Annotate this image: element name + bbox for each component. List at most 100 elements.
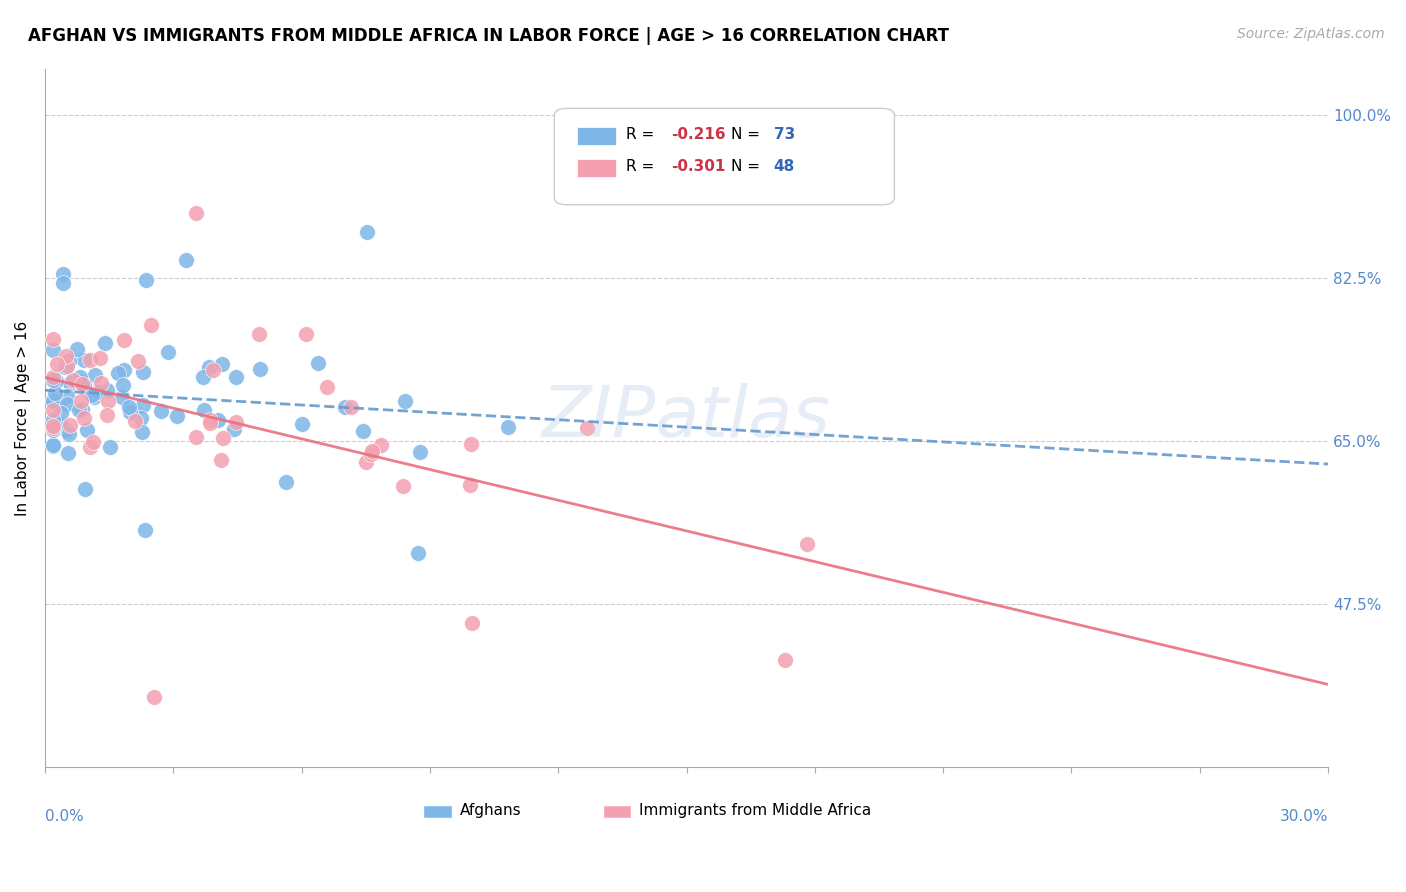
Point bbox=[67, 402, 90, 417]
Point bbox=[274, 475, 297, 489]
Point bbox=[45, 374, 67, 388]
Point bbox=[150, 404, 173, 418]
Point bbox=[86, 384, 108, 399]
Point bbox=[59, 418, 82, 433]
Point bbox=[42, 438, 65, 452]
Point bbox=[460, 478, 482, 492]
Text: Immigrants from Middle Africa: Immigrants from Middle Africa bbox=[640, 803, 872, 818]
Point bbox=[575, 421, 598, 435]
Point bbox=[42, 423, 65, 437]
Point bbox=[42, 439, 65, 453]
Point bbox=[408, 445, 430, 459]
Point bbox=[316, 380, 339, 394]
Point bbox=[209, 453, 232, 467]
Point bbox=[370, 438, 392, 452]
Point bbox=[307, 356, 329, 370]
Point bbox=[394, 394, 416, 409]
Point bbox=[247, 327, 270, 342]
Bar bbox=[603, 805, 631, 818]
Point bbox=[42, 332, 65, 346]
Point bbox=[212, 431, 235, 445]
Text: 30.0%: 30.0% bbox=[1279, 809, 1329, 824]
Point bbox=[295, 327, 318, 342]
Point bbox=[49, 418, 72, 433]
Text: N =: N = bbox=[731, 128, 765, 143]
Point bbox=[198, 360, 221, 375]
Point bbox=[73, 411, 96, 425]
Point bbox=[142, 690, 165, 705]
Point bbox=[83, 391, 105, 405]
Point bbox=[796, 537, 818, 551]
Point bbox=[52, 267, 75, 281]
Point bbox=[201, 363, 224, 377]
Point bbox=[118, 405, 141, 419]
Y-axis label: In Labor Force | Age > 16: In Labor Force | Age > 16 bbox=[15, 320, 31, 516]
Point bbox=[191, 369, 214, 384]
Point bbox=[290, 417, 312, 432]
Text: -0.301: -0.301 bbox=[671, 159, 725, 174]
Point bbox=[498, 420, 520, 434]
Point bbox=[76, 423, 98, 437]
Point bbox=[70, 376, 93, 391]
Point bbox=[112, 378, 135, 392]
Point bbox=[58, 445, 80, 459]
Point bbox=[73, 482, 96, 496]
Point bbox=[207, 413, 229, 427]
Point bbox=[131, 365, 153, 379]
Text: R =: R = bbox=[626, 128, 659, 143]
Point bbox=[48, 396, 70, 410]
Point bbox=[107, 367, 129, 381]
Point bbox=[56, 359, 79, 373]
Point bbox=[174, 252, 197, 267]
Point bbox=[55, 349, 77, 363]
Point bbox=[98, 440, 121, 454]
Point bbox=[225, 369, 247, 384]
Point bbox=[42, 394, 65, 409]
Point bbox=[392, 479, 415, 493]
Point bbox=[361, 444, 384, 458]
Point bbox=[360, 447, 382, 461]
Bar bbox=[423, 805, 451, 818]
Text: AFGHAN VS IMMIGRANTS FROM MIDDLE AFRICA IN LABOR FORCE | AGE > 16 CORRELATION CH: AFGHAN VS IMMIGRANTS FROM MIDDLE AFRICA … bbox=[28, 27, 949, 45]
Point bbox=[66, 342, 89, 356]
Point bbox=[42, 421, 65, 435]
Point bbox=[200, 417, 222, 431]
Point bbox=[94, 336, 117, 351]
Bar bbox=[578, 159, 616, 177]
Point bbox=[129, 410, 152, 425]
Point bbox=[356, 455, 378, 469]
Point bbox=[42, 343, 65, 358]
Point bbox=[352, 424, 374, 438]
Point bbox=[90, 376, 112, 390]
Text: 48: 48 bbox=[773, 159, 794, 174]
Point bbox=[49, 406, 72, 420]
Point bbox=[131, 425, 153, 440]
Point bbox=[70, 376, 93, 390]
Point bbox=[84, 368, 107, 382]
Point bbox=[52, 276, 75, 290]
Point bbox=[773, 653, 796, 667]
Point bbox=[114, 362, 136, 376]
Point bbox=[70, 394, 93, 409]
Point bbox=[333, 400, 356, 414]
Point bbox=[117, 400, 139, 414]
Point bbox=[134, 523, 156, 537]
Point bbox=[79, 440, 101, 454]
Point bbox=[42, 419, 65, 434]
Text: R =: R = bbox=[626, 159, 659, 174]
Point bbox=[184, 206, 207, 220]
Point bbox=[211, 357, 233, 371]
Point bbox=[44, 386, 66, 401]
Text: N =: N = bbox=[731, 159, 765, 174]
Point bbox=[461, 615, 484, 630]
Point bbox=[55, 389, 77, 403]
Point bbox=[339, 401, 361, 415]
Point bbox=[58, 354, 80, 368]
Point bbox=[62, 372, 84, 386]
Point bbox=[132, 398, 155, 412]
Point bbox=[112, 333, 135, 347]
Point bbox=[79, 353, 101, 368]
Point bbox=[198, 413, 221, 427]
Point bbox=[53, 359, 76, 374]
FancyBboxPatch shape bbox=[554, 108, 894, 205]
